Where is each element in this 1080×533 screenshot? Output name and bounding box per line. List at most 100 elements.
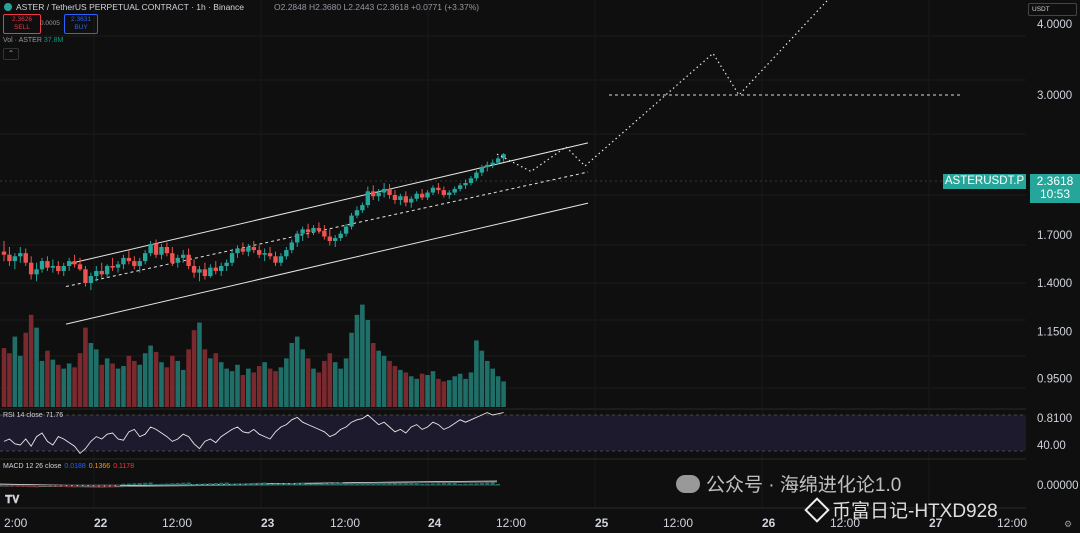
candle-body	[18, 253, 23, 257]
macd-hist-bar	[398, 483, 403, 485]
candle-body	[295, 233, 300, 243]
sell-button[interactable]: 2.3626 SELL	[3, 14, 41, 34]
candle-body	[398, 196, 403, 200]
macd-hist-bar	[88, 485, 93, 487]
spread-value: 0.0005	[40, 20, 60, 27]
rsi-legend[interactable]: RSI 14 close 71.76	[3, 412, 63, 419]
candle-body	[354, 210, 360, 216]
binance-icon	[804, 496, 830, 523]
volume-legend[interactable]: Vol · ASTER 37.8M	[3, 37, 63, 44]
candle-body	[365, 191, 371, 206]
volume-bar	[34, 327, 39, 407]
volume-bar	[501, 381, 506, 407]
macd-hist-bar	[208, 483, 213, 485]
trend-channel	[65, 142, 589, 325]
macd-hist-bar	[425, 483, 430, 485]
macd-hist-bar	[7, 485, 12, 487]
volume-bar	[202, 349, 208, 407]
macd-hist-bar	[354, 483, 359, 485]
macd-hist-bar	[181, 482, 186, 485]
volume-bar	[218, 362, 224, 407]
macd-hist-bar	[78, 485, 83, 486]
volume-bar	[457, 373, 463, 407]
macd-value-1: 0.0188	[64, 463, 86, 470]
macd-value-2: 0.1366	[88, 463, 111, 470]
time-tick-label: 24	[428, 516, 442, 530]
macd-hist-bar	[72, 485, 77, 488]
candle-body	[338, 233, 343, 239]
buy-button[interactable]: 2.3631 BUY	[64, 14, 98, 34]
candle-body	[278, 256, 284, 263]
candle-body	[175, 257, 180, 263]
candle-body	[104, 265, 110, 275]
settings-gear-icon[interactable]: ⚙	[1064, 519, 1073, 529]
candle-body	[457, 185, 463, 189]
macd-hist-bar	[458, 484, 463, 485]
macd-hist-bar	[50, 485, 55, 487]
macd-hist-bar	[430, 483, 435, 485]
symbol-title[interactable]: ASTER / TetherUS PERPETUAL CONTRACT · 1h…	[16, 2, 244, 12]
volume-bar	[370, 343, 376, 407]
volume-bar	[343, 358, 349, 407]
volume-bar	[170, 355, 175, 407]
volume-bar	[484, 360, 490, 407]
macd-hist-bar	[94, 485, 99, 487]
candle-body	[349, 215, 354, 227]
volume-bar	[208, 358, 213, 407]
wechat-watermark: 公众号 · 海绵进化论1.0	[676, 470, 901, 497]
macd-hist-bar	[235, 483, 240, 485]
time-axis[interactable]: 2:00 22 12:00 23 12:00 24 12:00 25 12:00 26 12:00 2…	[4, 516, 1027, 530]
volume-bar	[137, 364, 143, 407]
macd-hist-bar	[197, 483, 202, 485]
candle-body	[77, 264, 83, 270]
volume-bar	[197, 322, 202, 407]
volume-bar	[50, 359, 56, 407]
macd-hist-bar	[474, 483, 479, 485]
rsi-value: 71.76	[45, 412, 64, 419]
volume-bar	[430, 371, 436, 407]
volume-bar	[256, 366, 262, 407]
volume-bar	[240, 375, 246, 407]
tradingview-logo-icon[interactable]: 𝐓𝐕	[5, 494, 20, 506]
candle-body	[208, 267, 213, 277]
time-tick-label: 12:00	[162, 516, 192, 530]
macd-hist-bar	[338, 482, 343, 485]
volume-bar	[446, 380, 452, 407]
candle-body	[343, 226, 349, 234]
volume-bar	[262, 362, 267, 407]
candle-body	[50, 265, 56, 268]
candle-body	[83, 269, 88, 283]
watermark-line2: 币富日记-HTXD928	[832, 501, 998, 522]
macd-hist-bar	[496, 484, 501, 485]
macd-hist-bar	[83, 485, 88, 487]
symbol-price-tag: ASTERUSDT.P	[943, 174, 1026, 189]
macd-hist-bar	[230, 484, 235, 485]
time-tick-label: 25	[595, 516, 609, 530]
volume-bar	[110, 363, 115, 407]
macd-hist-bar	[387, 483, 392, 485]
macd-hist-bar	[132, 483, 137, 485]
collapse-legend-icon[interactable]: ⌃	[3, 48, 19, 60]
rsi-label: RSI 14 close	[3, 412, 43, 419]
macd-hist-bar	[29, 485, 34, 488]
macd-hist-bar	[240, 483, 245, 485]
candle-body	[115, 264, 121, 268]
time-tick-label: 27	[929, 516, 943, 530]
candle-body	[197, 269, 202, 273]
currency-selector[interactable]: USDT	[1028, 3, 1077, 16]
candle-body	[34, 269, 39, 275]
candle-body	[99, 270, 104, 275]
volume-bar	[191, 330, 197, 407]
macd-hist-bar	[170, 483, 175, 485]
candle-body	[316, 227, 322, 231]
rsi-axis-label: 40.00	[1037, 440, 1066, 452]
macd-hist-bar	[289, 483, 294, 485]
candle-body	[137, 261, 142, 266]
macd-legend[interactable]: MACD 12 26 close 0.0188 0.1366 0.1178	[3, 463, 134, 470]
price-axis[interactable]: 5.00004.00003.00002.00001.70001.40001.15…	[1037, 0, 1079, 492]
volume-bar	[419, 373, 425, 407]
macd-hist-bar	[164, 483, 169, 485]
macd-hist-bar	[284, 483, 289, 485]
volume-bar	[479, 350, 485, 407]
